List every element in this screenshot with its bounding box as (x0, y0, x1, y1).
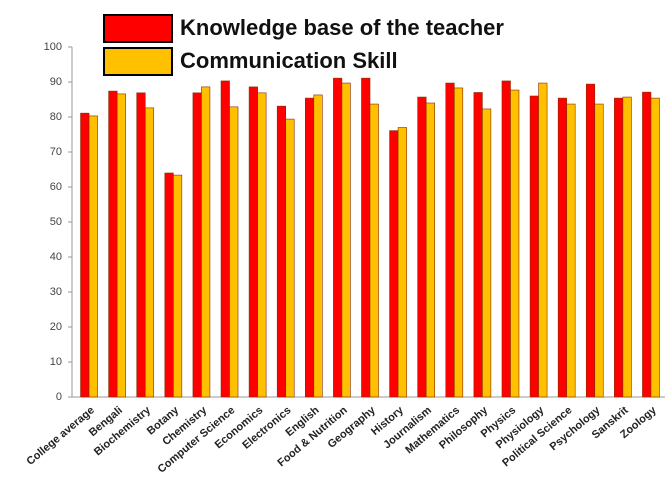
bar (473, 92, 483, 398)
bar (333, 77, 343, 398)
y-tick-label: 90 (50, 76, 62, 88)
bar (453, 87, 464, 398)
bar (594, 103, 604, 398)
bar (136, 92, 146, 398)
bar (417, 96, 427, 398)
bar (425, 102, 435, 398)
bar (192, 92, 202, 398)
bar (566, 103, 576, 398)
bar (173, 174, 183, 398)
y-tick-label: 80 (50, 111, 62, 123)
x-tick-label: College average (24, 404, 96, 467)
y-tick-label: 60 (50, 181, 62, 193)
bar (248, 86, 258, 398)
y-tick-label: 70 (50, 146, 62, 158)
bar (88, 115, 98, 398)
bar (622, 96, 632, 398)
bar (650, 97, 660, 398)
bar (257, 92, 267, 398)
bar (397, 127, 407, 398)
y-tick-label: 10 (50, 356, 62, 368)
bar (108, 90, 118, 398)
bar (510, 89, 520, 398)
legend-swatch (103, 14, 173, 43)
y-tick-label: 40 (50, 251, 62, 263)
bar (501, 80, 511, 398)
bar (538, 82, 548, 398)
bar (529, 95, 539, 398)
bar (361, 77, 371, 398)
bar (642, 91, 652, 398)
bar (276, 105, 287, 398)
y-tick-label: 100 (44, 41, 62, 53)
y-tick-label: 50 (50, 216, 62, 228)
bar (229, 106, 239, 398)
bar (389, 130, 399, 398)
bar (116, 93, 126, 398)
y-tick-label: 0 (56, 391, 62, 403)
bar (220, 80, 230, 398)
bar (305, 97, 315, 398)
legend-label: Knowledge base of the teacher (180, 15, 504, 40)
bar (614, 97, 624, 398)
y-tick-label: 20 (50, 321, 62, 333)
bar (445, 82, 455, 398)
bar (482, 108, 492, 398)
legend-label: Communication Skill (180, 48, 398, 73)
bar (369, 103, 379, 398)
bar (201, 86, 211, 398)
bar (585, 83, 596, 398)
legend-swatch (103, 47, 173, 76)
y-tick-label: 30 (50, 286, 62, 298)
bar (80, 112, 90, 398)
bar (144, 107, 155, 398)
bar (164, 172, 174, 398)
bar (313, 94, 323, 398)
bar (285, 118, 295, 398)
bar (341, 82, 351, 398)
bar (557, 97, 567, 398)
